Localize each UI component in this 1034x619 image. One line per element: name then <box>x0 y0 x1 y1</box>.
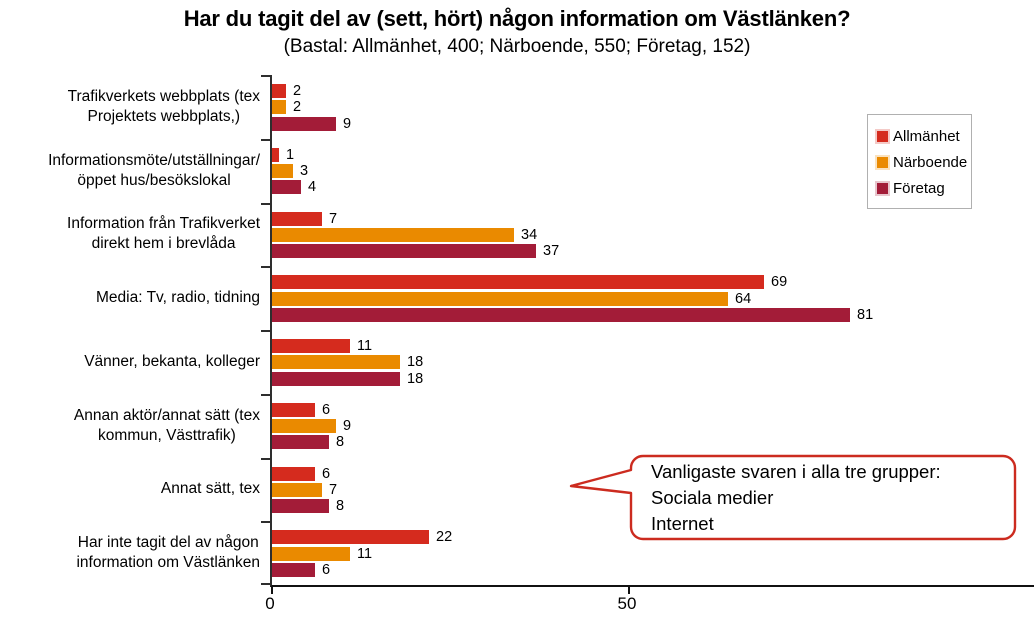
category-label: Har inte tagit del av någon information … <box>76 534 260 572</box>
category-row: Media: Tv, radio, tidning <box>0 266 260 330</box>
category-row: Trafikverkets webbplats (tex Projektets … <box>0 75 260 139</box>
bar-företag <box>272 116 336 131</box>
value-label: 64 <box>735 290 752 307</box>
value-label: 37 <box>543 243 560 259</box>
bar-närboende <box>272 482 322 497</box>
bar-allmänhet <box>272 339 350 353</box>
bar-företag <box>272 499 329 513</box>
legend-item-närboende: Närboende <box>877 149 971 175</box>
bar-närboende <box>272 291 728 306</box>
category-row: Har inte tagit del av någon information … <box>0 521 260 585</box>
value-label: 4 <box>308 179 317 196</box>
x-tick-label: 0 <box>265 594 275 613</box>
legend-label: Närboende <box>893 153 968 171</box>
bar-närboende <box>272 546 350 561</box>
callout-line: Vanligaste svaren i alla tre grupper: <box>651 461 941 482</box>
legend-label: Allmänhet <box>893 127 960 145</box>
value-label: 9 <box>343 418 352 434</box>
y-axis-tick <box>261 138 272 141</box>
value-label: 6 <box>322 401 331 418</box>
value-label: 9 <box>343 115 352 132</box>
category-label: Media: Tv, radio, tidning <box>96 289 260 307</box>
bar-allmänhet <box>272 402 315 417</box>
bar-allmänhet <box>272 530 429 545</box>
value-label: 18 <box>407 354 424 371</box>
value-label: 2 <box>293 99 302 116</box>
x-axis-tick <box>628 586 630 594</box>
category-row: Information från Trafikverket direkt hem… <box>0 203 260 267</box>
value-label: 34 <box>521 226 538 243</box>
bar-företag <box>272 562 315 577</box>
chart-subtitle: (Bastal: Allmänhet, 400; Närboende, 550;… <box>283 36 751 57</box>
category-label: Informationsmöte/utställningar/ öppet hu… <box>48 151 260 189</box>
legend-marker-icon <box>877 156 888 168</box>
bar-allmänhet <box>272 147 279 162</box>
value-label: 8 <box>336 434 345 451</box>
bar-närboende <box>272 419 336 433</box>
callout-line: Internet <box>651 513 714 534</box>
x-axis-tick <box>271 586 273 594</box>
bar-företag <box>272 307 850 322</box>
legend-marker-icon <box>877 182 888 194</box>
category-label: Trafikverkets webbplats (tex Projektets … <box>67 87 260 125</box>
callout-line: Sociala medier <box>651 487 774 508</box>
bar-närboende <box>272 100 286 115</box>
value-label: 22 <box>436 529 453 546</box>
plot-area: 2 2 9 1 3 4 7 34 37 69 64 81 11 18 18 6 9 8 6 7 8 22 11 6 <box>261 75 1034 594</box>
bar-allmänhet <box>272 84 286 98</box>
category-label: Annat sätt, tex <box>160 480 260 498</box>
bar-företag <box>272 435 329 450</box>
value-label: 7 <box>329 481 338 498</box>
value-label: 8 <box>336 498 345 514</box>
y-axis-tick <box>261 583 272 585</box>
legend-label: Företag <box>893 179 945 197</box>
bar-företag <box>272 371 400 386</box>
category-row: Annan aktör/annat sätt (tex kommun, Väst… <box>0 394 260 458</box>
legend-item-allmänhet: Allmänhet <box>877 123 971 149</box>
category-label: Vänner, bekanta, kolleger <box>84 352 260 370</box>
y-axis-tick <box>261 75 272 77</box>
category-label: Information från Trafikverket direkt hem… <box>67 215 260 253</box>
bar-allmänhet <box>272 211 322 226</box>
value-label: 69 <box>771 274 788 291</box>
bar-närboende <box>272 355 400 370</box>
x-tick-label: 50 <box>617 594 637 613</box>
callout-text: Vanligaste svaren i alla tre grupper: So… <box>651 459 1011 537</box>
value-label: 2 <box>293 83 302 99</box>
value-label: 81 <box>857 306 874 323</box>
value-label: 7 <box>329 210 338 227</box>
callout-bubble <box>569 454 1017 541</box>
y-axis-tick <box>261 393 272 396</box>
y-axis-tick <box>261 521 272 524</box>
value-label: 1 <box>286 146 295 163</box>
y-axis-tick <box>261 202 272 205</box>
legend-item-företag: Företag <box>877 175 971 201</box>
legend: Allmänhet Närboende Företag <box>867 114 972 209</box>
bar-närboende <box>272 227 514 242</box>
y-axis-tick <box>261 457 272 460</box>
y-axis-tick <box>261 330 272 332</box>
bar-företag <box>272 244 536 258</box>
value-label: 6 <box>322 465 331 482</box>
value-label: 11 <box>357 545 373 562</box>
category-row: Informationsmöte/utställningar/ öppet hu… <box>0 139 260 203</box>
category-label: Annan aktör/annat sätt (tex kommun, Väst… <box>73 406 260 444</box>
category-row: Annat sätt, tex <box>0 458 260 522</box>
y-axis-tick <box>261 266 272 269</box>
legend-marker-icon <box>877 130 888 142</box>
value-label: 3 <box>300 163 309 179</box>
bar-allmänhet <box>272 466 315 481</box>
chart-title: Har du tagit del av (sett, hört) någon i… <box>183 6 851 31</box>
category-row: Vänner, bekanta, kolleger <box>0 330 260 394</box>
bar-företag <box>272 180 301 195</box>
value-label: 6 <box>322 561 331 578</box>
value-label: 11 <box>357 338 373 354</box>
bar-allmänhet <box>272 275 764 290</box>
value-label: 18 <box>407 370 424 387</box>
bar-närboende <box>272 164 293 178</box>
